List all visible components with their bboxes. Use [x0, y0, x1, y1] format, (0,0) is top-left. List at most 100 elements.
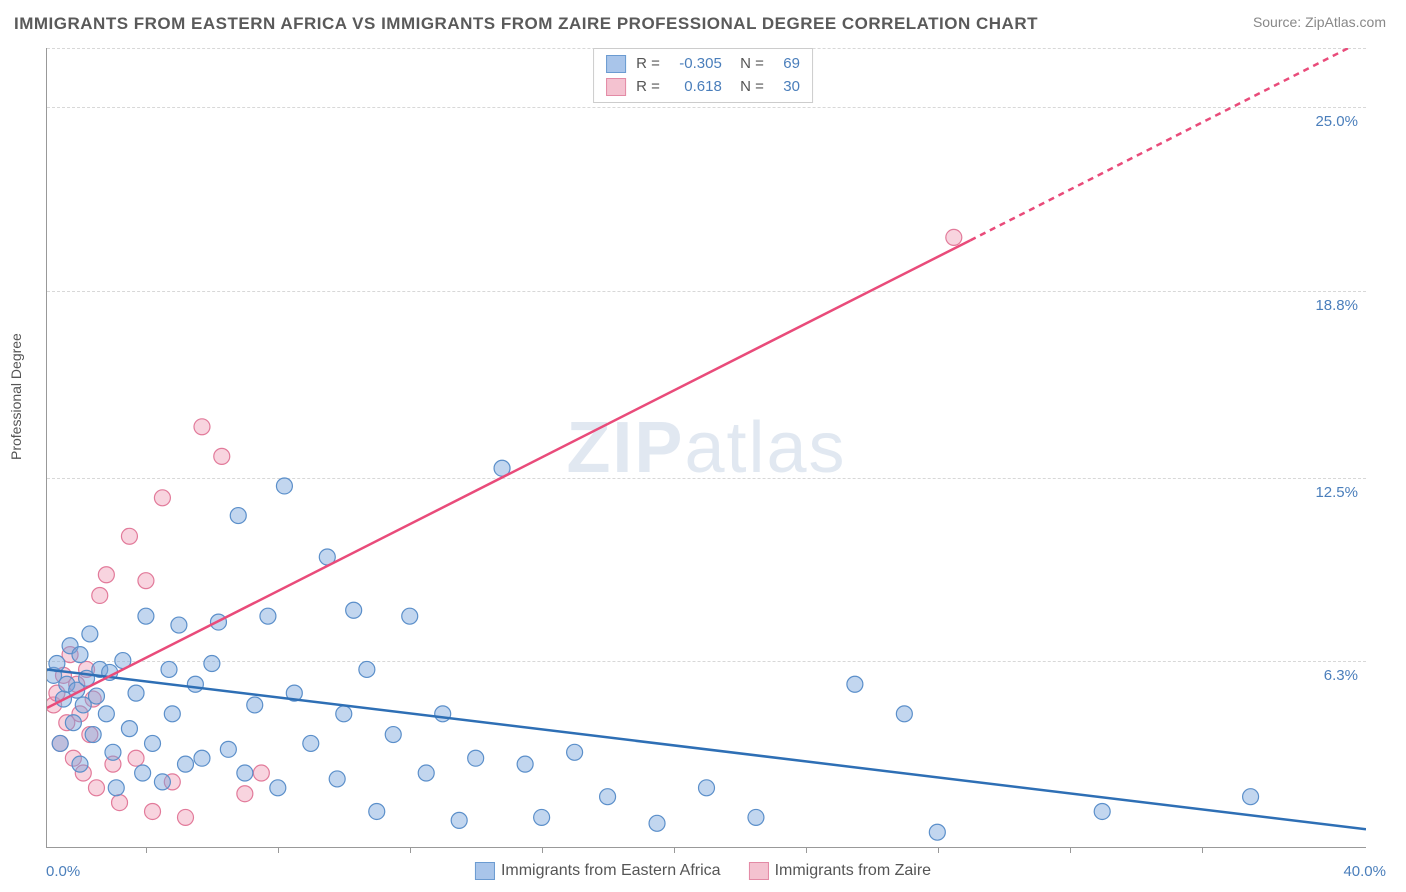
data-point — [237, 786, 253, 802]
data-point — [260, 608, 276, 624]
data-point — [187, 676, 203, 692]
legend-stats: R = -0.305 N = 69 R = 0.618 N = 30 — [593, 48, 813, 103]
data-point — [138, 573, 154, 589]
trend-line — [47, 240, 970, 708]
trend-line — [47, 669, 1366, 829]
legend-label-blue: Immigrants from Eastern Africa — [501, 862, 721, 880]
data-point — [145, 803, 161, 819]
swatch-blue-icon-2 — [475, 862, 495, 880]
swatch-blue-icon — [606, 55, 626, 73]
data-point — [230, 508, 246, 524]
data-point — [220, 741, 236, 757]
legend-item-pink: Immigrants from Zaire — [749, 862, 931, 880]
data-point — [270, 780, 286, 796]
stat-n-pink: 30 — [770, 76, 800, 99]
data-point — [567, 744, 583, 760]
x-max-label: 40.0% — [1343, 863, 1386, 880]
data-point — [402, 608, 418, 624]
chart-title: IMMIGRANTS FROM EASTERN AFRICA VS IMMIGR… — [14, 14, 1038, 34]
data-point — [303, 735, 319, 751]
data-point — [896, 706, 912, 722]
x-tick — [674, 847, 675, 853]
data-point — [359, 661, 375, 677]
data-point — [121, 721, 137, 737]
x-tick — [1070, 847, 1071, 853]
data-point — [214, 448, 230, 464]
data-point — [929, 824, 945, 840]
stat-r-pink: 0.618 — [666, 76, 722, 99]
data-point — [128, 685, 144, 701]
data-point — [178, 756, 194, 772]
data-point — [135, 765, 151, 781]
x-tick — [146, 847, 147, 853]
trend-line — [970, 48, 1366, 240]
data-point — [194, 419, 210, 435]
data-point — [336, 706, 352, 722]
legend-label-pink: Immigrants from Zaire — [775, 862, 931, 880]
stat-r-label-2: R = — [636, 76, 660, 99]
data-point — [82, 626, 98, 642]
data-point — [946, 229, 962, 245]
data-point — [451, 812, 467, 828]
data-point — [194, 750, 210, 766]
data-point — [105, 744, 121, 760]
data-point — [418, 765, 434, 781]
data-point — [154, 774, 170, 790]
x-tick — [278, 847, 279, 853]
data-point — [517, 756, 533, 772]
data-point — [204, 656, 220, 672]
data-point — [253, 765, 269, 781]
data-point — [534, 809, 550, 825]
data-point — [88, 688, 104, 704]
chart-container: IMMIGRANTS FROM EASTERN AFRICA VS IMMIGR… — [0, 0, 1406, 892]
stat-r-blue: -0.305 — [666, 53, 722, 76]
data-point — [154, 490, 170, 506]
legend-stats-row-pink: R = 0.618 N = 30 — [606, 76, 800, 99]
data-point — [385, 727, 401, 743]
data-point — [65, 715, 81, 731]
data-point — [145, 735, 161, 751]
data-point — [108, 780, 124, 796]
data-point — [1094, 803, 1110, 819]
data-point — [237, 765, 253, 781]
swatch-pink-icon — [606, 78, 626, 96]
legend-series: Immigrants from Eastern Africa Immigrant… — [475, 862, 931, 880]
data-point — [600, 789, 616, 805]
data-point — [276, 478, 292, 494]
data-point — [88, 780, 104, 796]
data-point — [164, 706, 180, 722]
data-point — [112, 795, 128, 811]
data-point — [369, 803, 385, 819]
data-point — [171, 617, 187, 633]
swatch-pink-icon-2 — [749, 862, 769, 880]
x-min-label: 0.0% — [46, 863, 80, 880]
data-point — [847, 676, 863, 692]
data-point — [346, 602, 362, 618]
data-point — [92, 587, 108, 603]
x-tick — [542, 847, 543, 853]
data-point — [98, 706, 114, 722]
data-point — [247, 697, 263, 713]
stat-n-blue: 69 — [770, 53, 800, 76]
data-point — [72, 756, 88, 772]
data-point — [85, 727, 101, 743]
plot-svg — [47, 48, 1366, 847]
data-point — [72, 647, 88, 663]
data-point — [128, 750, 144, 766]
data-point — [329, 771, 345, 787]
data-point — [121, 528, 137, 544]
stat-n-label: N = — [732, 53, 764, 76]
x-tick — [410, 847, 411, 853]
data-point — [748, 809, 764, 825]
legend-item-blue: Immigrants from Eastern Africa — [475, 862, 721, 880]
data-point — [52, 735, 68, 751]
data-point — [138, 608, 154, 624]
data-point — [649, 815, 665, 831]
data-point — [1243, 789, 1259, 805]
source-label: Source: ZipAtlas.com — [1253, 14, 1386, 30]
y-axis-label: Professional Degree — [8, 333, 24, 460]
data-point — [699, 780, 715, 796]
legend-stats-row-blue: R = -0.305 N = 69 — [606, 53, 800, 76]
data-point — [468, 750, 484, 766]
data-point — [178, 809, 194, 825]
